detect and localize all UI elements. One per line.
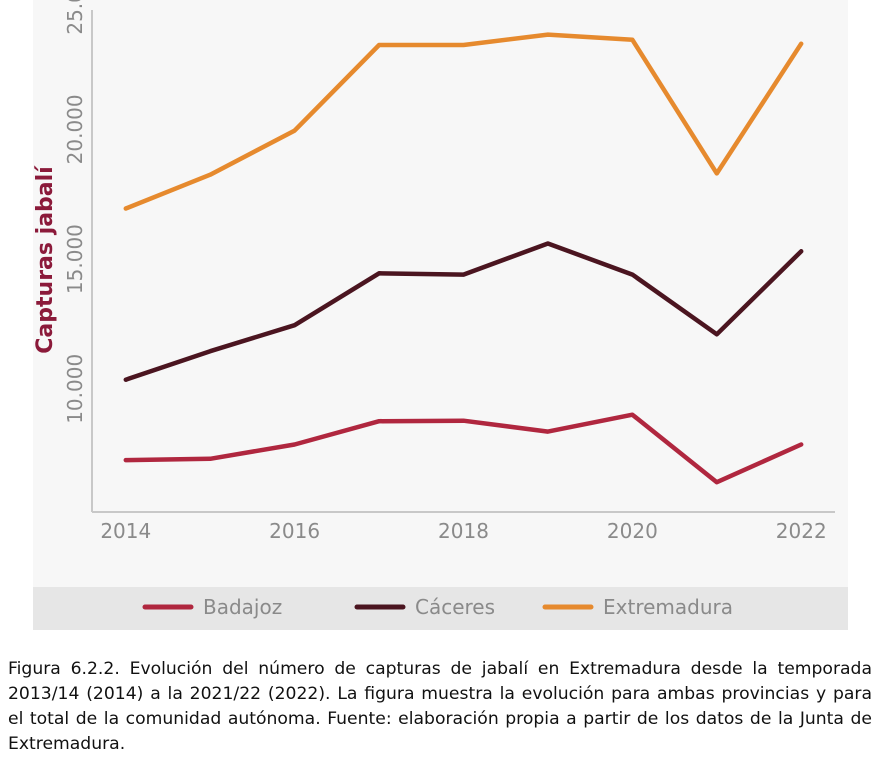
y-axis-title: Capturas jabalí <box>33 165 58 354</box>
y-tick-labels: 10.000 15.000 20.000 25.000 <box>63 0 87 424</box>
legend-label: Extremadura <box>603 595 733 619</box>
y-tick-label: 15.000 <box>63 224 87 294</box>
legend: Badajoz Cáceres Extremadura <box>142 595 733 619</box>
line-chart: 10.000 15.000 20.000 25.000 2014 2016 2018 202… <box>33 0 835 619</box>
series-line-extremadura <box>123 32 804 211</box>
x-tick-label: 2014 <box>100 519 151 543</box>
series-line-c-ceres <box>123 241 804 382</box>
x-tick-label: 2020 <box>607 519 658 543</box>
series-line-badajoz <box>123 412 804 485</box>
chart-panel <box>33 0 848 630</box>
x-tick-label: 2016 <box>269 519 320 543</box>
series-lines <box>123 32 804 485</box>
y-tick-label: 20.000 <box>63 94 87 164</box>
y-tick-label: 10.000 <box>63 354 87 424</box>
x-tick-labels: 2014 2016 2018 2020 2022 <box>100 519 826 543</box>
legend-label: Cáceres <box>415 595 495 619</box>
x-tick-label: 2018 <box>438 519 489 543</box>
figure-caption: Figura 6.2.2. Evolución del número de ca… <box>8 659 872 754</box>
x-tick-label: 2022 <box>776 519 827 543</box>
legend-label: Badajoz <box>203 595 282 619</box>
y-tick-label: 25.000 <box>63 0 87 35</box>
axes <box>91 10 835 513</box>
